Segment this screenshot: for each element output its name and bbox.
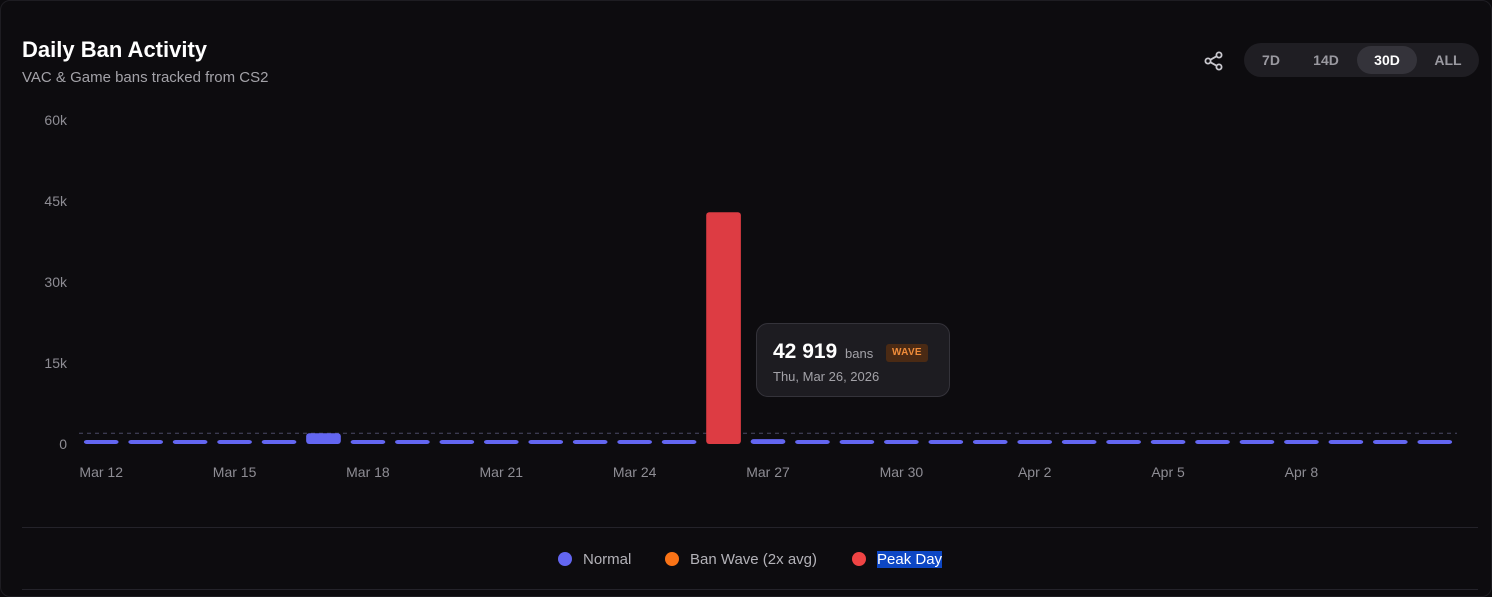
- bar-day[interactable]: [306, 433, 341, 444]
- time-range-selector: 7D 14D 30D ALL: [1244, 43, 1479, 77]
- bar-day[interactable]: [1106, 440, 1141, 444]
- wave-badge: WAVE: [886, 344, 928, 362]
- bar-day[interactable]: [395, 440, 430, 444]
- bar-peak-day[interactable]: [706, 212, 741, 444]
- legend-bottom-divider: [22, 589, 1478, 590]
- bar-day[interactable]: [1239, 440, 1275, 444]
- y-tick-label: 0: [59, 436, 67, 452]
- legend-ban-wave-swatch: [665, 552, 679, 566]
- y-tick-label: 15k: [44, 355, 68, 371]
- bar-day[interactable]: [1150, 440, 1186, 444]
- bar-day[interactable]: [1372, 440, 1408, 444]
- chart-title: Daily Ban Activity: [22, 37, 208, 62]
- tooltip-value: 42 919: [773, 340, 838, 363]
- legend-peak-day[interactable]: Peak Day: [852, 549, 943, 569]
- bar-day[interactable]: [617, 440, 652, 444]
- y-tick-label: 45k: [44, 193, 68, 209]
- bar-day[interactable]: [1417, 440, 1453, 444]
- legend-peak-day-label: Peak Day: [877, 550, 943, 568]
- bar-day[interactable]: [1328, 440, 1364, 444]
- bar-day[interactable]: [928, 440, 964, 444]
- x-tick-label: Mar 24: [613, 464, 657, 480]
- bar-day[interactable]: [839, 440, 875, 444]
- bar-day[interactable]: [528, 440, 564, 444]
- share-icon[interactable]: [1202, 49, 1226, 73]
- legend-normal-swatch: [558, 552, 572, 566]
- bar-day[interactable]: [439, 440, 475, 444]
- x-tick-label: Mar 18: [346, 464, 390, 480]
- x-tick-label: Mar 27: [746, 464, 790, 480]
- x-tick-label: Apr 5: [1151, 464, 1185, 480]
- legend-normal-label: Normal: [583, 550, 632, 568]
- bar-day[interactable]: [1017, 440, 1053, 444]
- x-tick-label: Mar 21: [480, 464, 524, 480]
- legend-top-divider: [22, 527, 1478, 528]
- y-tick-label: 60k: [44, 112, 68, 128]
- range-all-button[interactable]: ALL: [1434, 52, 1462, 68]
- ban-bar-chart: 0 15k 30k 45k 60k Mar 12 Mar 15 Mar 18 Mar 21 Mar…: [44, 112, 1457, 480]
- bar-day[interactable]: [350, 440, 386, 444]
- x-tick-label: Mar 30: [880, 464, 924, 480]
- bar-day[interactable]: [884, 440, 919, 444]
- bar-day[interactable]: [261, 440, 297, 444]
- bar-day[interactable]: [661, 440, 697, 444]
- bar-day[interactable]: [1195, 440, 1230, 444]
- bar-day[interactable]: [483, 440, 519, 444]
- bar-day[interactable]: [1061, 440, 1097, 444]
- range-7d-button[interactable]: 7D: [1262, 52, 1280, 68]
- x-tick-label: Apr 8: [1285, 464, 1319, 480]
- legend-ban-wave-label: Ban Wave (2x avg): [690, 550, 817, 568]
- y-tick-label: 30k: [44, 274, 68, 290]
- bar-day[interactable]: [128, 440, 164, 444]
- bar-day[interactable]: [217, 440, 252, 444]
- x-tick-label: Mar 12: [79, 464, 123, 480]
- tooltip-date: Thu, Mar 26, 2026: [773, 369, 880, 384]
- bar-day[interactable]: [1284, 440, 1319, 444]
- x-tick-label: Mar 15: [213, 464, 257, 480]
- bar-day[interactable]: [972, 440, 1008, 444]
- legend-normal[interactable]: Normal: [558, 549, 631, 569]
- bar-day[interactable]: [795, 440, 830, 444]
- legend-ban-wave[interactable]: Ban Wave (2x avg): [665, 549, 817, 569]
- bar-day[interactable]: [750, 439, 786, 444]
- range-30d-button[interactable]: 30D: [1357, 46, 1417, 74]
- x-tick-label: Apr 2: [1018, 464, 1052, 480]
- bar-day[interactable]: [172, 440, 208, 444]
- legend-peak-day-swatch: [852, 552, 866, 566]
- tooltip-unit: bans: [845, 346, 874, 361]
- chart-subtitle: VAC & Game bans tracked from CS2: [22, 69, 269, 86]
- bar-day[interactable]: [83, 440, 119, 444]
- chart-tooltip: 42 919 bans WAVE Thu, Mar 26, 2026: [756, 323, 950, 397]
- range-14d-button[interactable]: 14D: [1313, 52, 1339, 68]
- bar-day[interactable]: [572, 440, 608, 444]
